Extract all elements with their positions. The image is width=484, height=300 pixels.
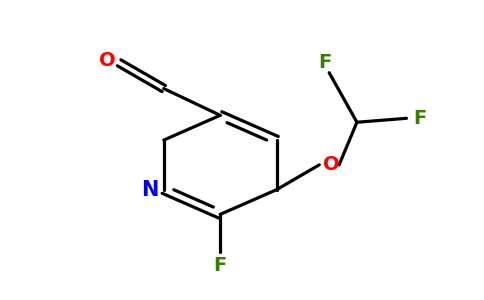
Text: F: F [213, 256, 227, 275]
Text: O: O [323, 155, 339, 174]
Text: F: F [318, 53, 332, 72]
Text: F: F [414, 109, 427, 128]
Text: N: N [141, 180, 159, 200]
Text: O: O [99, 51, 116, 70]
